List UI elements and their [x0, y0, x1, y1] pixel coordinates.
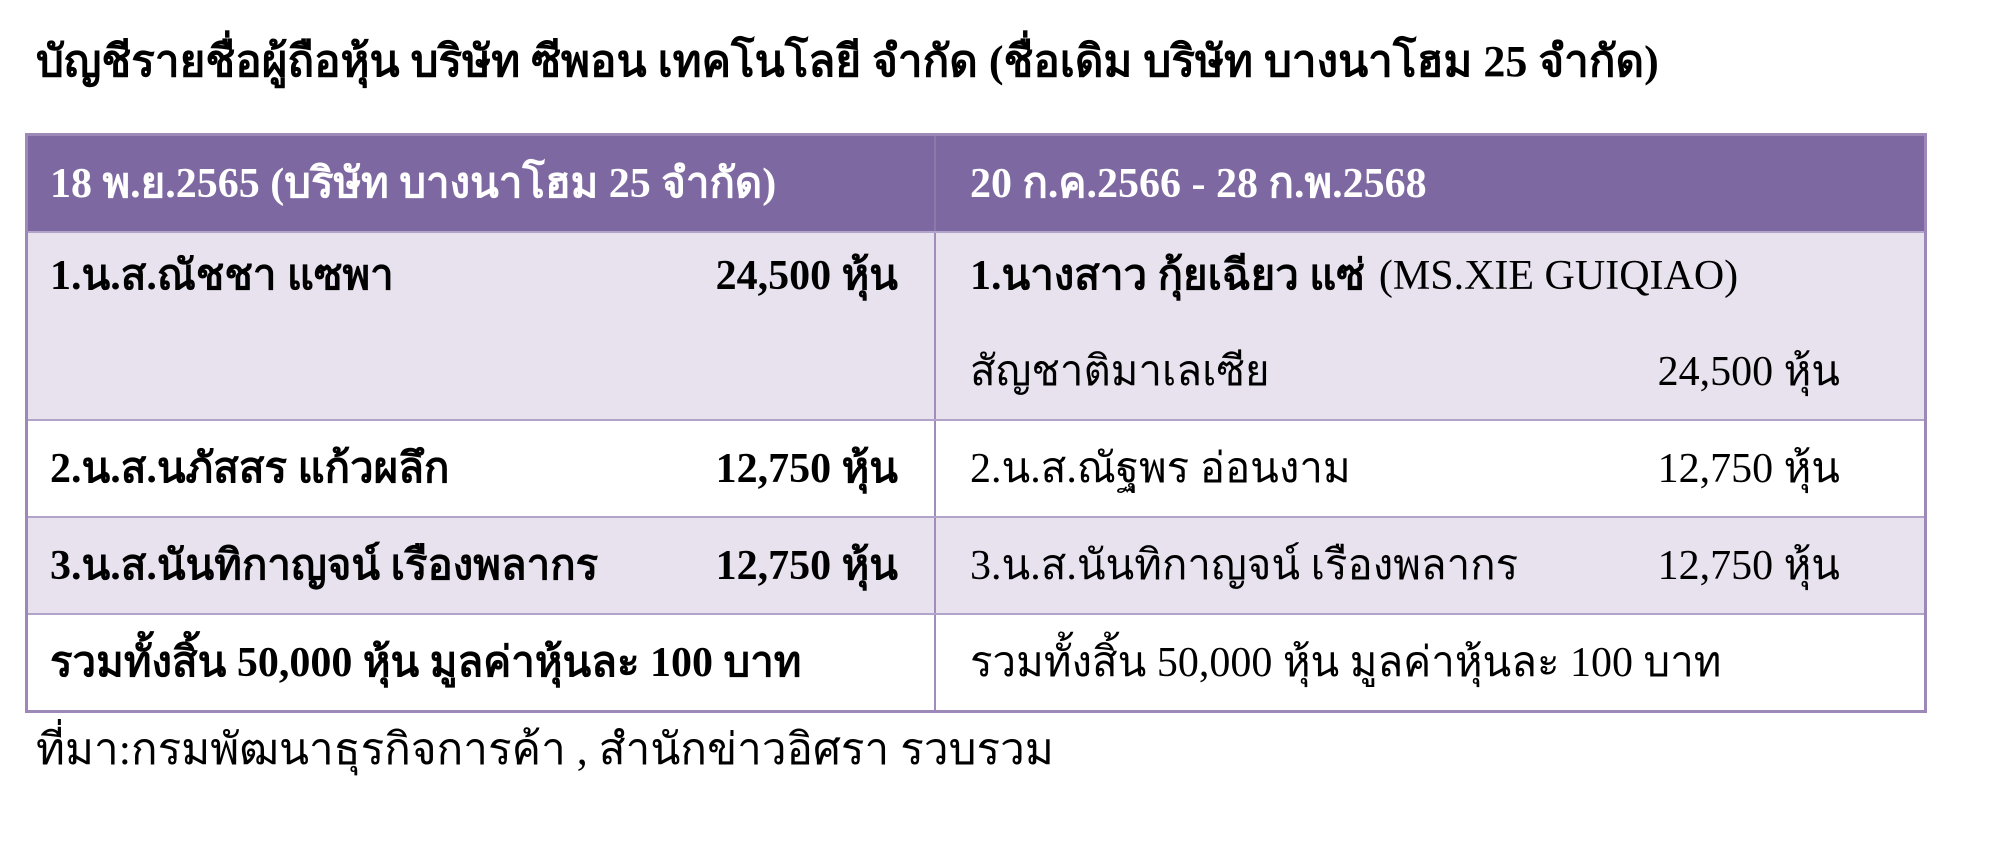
- shareholder-name: 1.นางสาว กุ้ยเฉียว แซ่: [970, 253, 1365, 299]
- shareholder-name: 1.น.ส.ณัชชา แซพา: [50, 253, 394, 299]
- share-count: 24,500 หุ้น: [1657, 349, 1840, 395]
- shareholder-name: 3.น.ส.นันทิกาญจน์ เรืองพลากร: [970, 542, 1519, 589]
- shareholder-cell: 1.นางสาว กุ้ยเฉียว แซ่ (MS.XIE GUIQIAO) …: [936, 233, 1924, 419]
- table-row: 3.น.ส.นันทิกาญจน์ เรืองพลากร 12,750 หุ้น…: [28, 516, 1924, 613]
- shareholder-cell: 3.น.ส.นันทิกาญจน์ เรืองพลากร 12,750 หุ้น: [936, 518, 1924, 613]
- header-period-1: 18 พ.ย.2565 (บริษัท บางนาโฮม 25 จำกัด): [50, 160, 777, 207]
- source-note: ที่มา:กรมพัฒนาธุรกิจการค้า , สำนักข่าวอิ…: [36, 725, 1054, 774]
- total-cell: รวมทั้งสิ้น 50,000 หุ้น มูลค่าหุ้นละ 100…: [936, 615, 1924, 710]
- share-count: 12,750 หุ้น: [715, 542, 898, 589]
- share-count: 24,500 หุ้น: [715, 253, 898, 299]
- shareholder-cell: 1.น.ส.ณัชชา แซพา 24,500 หุ้น: [28, 233, 936, 419]
- total-text: รวมทั้งสิ้น 50,000 หุ้น มูลค่าหุ้นละ 100…: [50, 639, 802, 686]
- table-row: 2.น.ส.นภัสสร แก้วผลึก 12,750 หุ้น 2.น.ส.…: [28, 419, 1924, 516]
- share-count: 12,750 หุ้น: [1657, 445, 1840, 492]
- share-count: 12,750 หุ้น: [1657, 542, 1840, 589]
- table-row: 1.น.ส.ณัชชา แซพา 24,500 หุ้น 1.นางสาว กุ…: [28, 231, 1924, 419]
- share-count: 12,750 หุ้น: [715, 445, 898, 492]
- shareholder-name: 2.น.ส.นภัสสร แก้วผลึก: [50, 445, 450, 492]
- total-text: รวมทั้งสิ้น 50,000 หุ้น มูลค่าหุ้นละ 100…: [970, 639, 1722, 686]
- shareholder-cell: 2.น.ส.นภัสสร แก้วผลึก 12,750 หุ้น: [28, 421, 936, 516]
- shareholder-name: 2.น.ส.ณัฐพร อ่อนงาม: [970, 445, 1351, 492]
- shareholders-table: 18 พ.ย.2565 (บริษัท บางนาโฮม 25 จำกัด) 2…: [25, 133, 1927, 713]
- shareholder-nationality: สัญชาติมาเลเซีย: [970, 349, 1270, 395]
- total-cell: รวมทั้งสิ้น 50,000 หุ้น มูลค่าหุ้นละ 100…: [28, 615, 936, 710]
- total-row: รวมทั้งสิ้น 50,000 หุ้น มูลค่าหุ้นละ 100…: [28, 613, 1924, 710]
- shareholder-cell: 2.น.ส.ณัฐพร อ่อนงาม 12,750 หุ้น: [936, 421, 1924, 516]
- shareholder-name-latin: (MS.XIE GUIQIAO): [1378, 253, 1739, 299]
- table-header-left: 18 พ.ย.2565 (บริษัท บางนาโฮม 25 จำกัด): [28, 136, 936, 231]
- shareholder-cell: 3.น.ส.นันทิกาญจน์ เรืองพลากร 12,750 หุ้น: [28, 518, 936, 613]
- table-header-right: 20 ก.ค.2566 - 28 ก.พ.2568: [936, 136, 1924, 231]
- header-period-2: 20 ก.ค.2566 - 28 ก.พ.2568: [970, 160, 1427, 207]
- shareholder-name: 3.น.ส.นันทิกาญจน์ เรืองพลากร: [50, 542, 599, 589]
- table-header-row: 18 พ.ย.2565 (บริษัท บางนาโฮม 25 จำกัด) 2…: [28, 136, 1924, 231]
- page-title: บัญชีรายชื่อผู้ถือหุ้น บริษัท ซีพอน เทคโ…: [36, 37, 1659, 86]
